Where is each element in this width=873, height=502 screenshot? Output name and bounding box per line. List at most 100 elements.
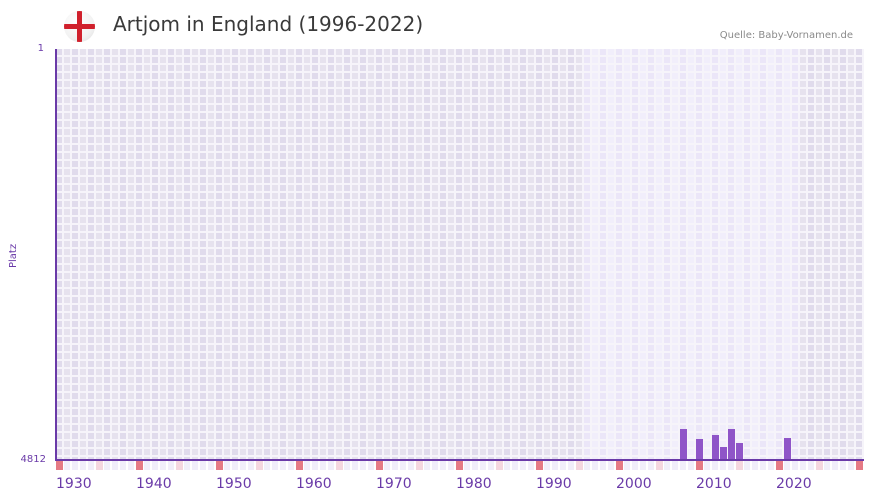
year-marker — [544, 461, 550, 470]
grid-column — [464, 49, 472, 460]
chart-title: Artjom in England (1996-2022) — [113, 12, 423, 36]
year-marker — [560, 461, 566, 470]
grid-column — [216, 49, 224, 460]
grid-column — [144, 49, 152, 460]
x-tick-label: 1950 — [216, 476, 252, 492]
grid-column — [64, 49, 72, 460]
year-marker — [784, 461, 790, 470]
year-marker — [688, 461, 694, 470]
year-marker — [720, 461, 726, 470]
grid-column — [456, 49, 464, 460]
decade-marker — [536, 461, 543, 470]
year-marker — [272, 461, 278, 470]
grid-column — [432, 49, 440, 460]
grid-column — [368, 49, 376, 460]
year-marker — [352, 461, 358, 470]
grid-column — [792, 49, 800, 460]
grid-column — [552, 49, 560, 460]
grid-column — [128, 49, 136, 460]
grid-column — [312, 49, 320, 460]
grid-column — [416, 49, 424, 460]
year-marker — [800, 461, 806, 470]
decade-marker — [136, 461, 143, 470]
grid-column — [104, 49, 112, 460]
grid-column — [384, 49, 392, 460]
year-marker — [200, 461, 206, 470]
plot-area — [56, 49, 864, 460]
half-decade-marker — [656, 461, 663, 470]
year-marker — [520, 461, 526, 470]
year-marker — [504, 461, 510, 470]
year-marker — [64, 461, 70, 470]
grid-column — [696, 49, 704, 460]
grid-column — [288, 49, 296, 460]
year-marker — [152, 461, 158, 470]
grid-column — [592, 49, 600, 460]
bar-2012[interactable] — [712, 435, 719, 460]
year-marker — [408, 461, 414, 470]
grid-column — [264, 49, 272, 460]
grid-column — [848, 49, 856, 460]
grid-column — [272, 49, 280, 460]
x-tick-label: 2000 — [616, 476, 652, 492]
half-decade-marker — [736, 461, 743, 470]
bar-2010[interactable] — [696, 439, 703, 460]
x-tick-label: 1940 — [136, 476, 172, 492]
grid-column — [624, 49, 632, 460]
year-marker — [768, 461, 774, 470]
bar-2021[interactable] — [784, 438, 791, 460]
grid-column — [840, 49, 848, 460]
half-decade-marker — [816, 461, 823, 470]
y-tick-bottom: 4812 — [2, 454, 46, 465]
year-marker — [680, 461, 686, 470]
year-marker — [464, 461, 470, 470]
grid-column — [328, 49, 336, 460]
year-marker — [360, 461, 366, 470]
grid-column — [304, 49, 312, 460]
grid-column — [816, 49, 824, 460]
grid-column — [776, 49, 784, 460]
grid-column — [712, 49, 720, 460]
x-tick-label: 1960 — [296, 476, 332, 492]
year-marker — [632, 461, 638, 470]
grid-column — [320, 49, 328, 460]
grid-column — [344, 49, 352, 460]
year-marker — [248, 461, 254, 470]
year-marker — [368, 461, 374, 470]
year-marker — [792, 461, 798, 470]
year-marker — [640, 461, 646, 470]
year-marker — [240, 461, 246, 470]
bar-2008[interactable] — [680, 429, 687, 460]
year-marker — [88, 461, 94, 470]
year-marker — [600, 461, 606, 470]
decade-marker — [216, 461, 223, 470]
grid-column — [800, 49, 808, 460]
grid-column — [256, 49, 264, 460]
year-marker — [168, 461, 174, 470]
bar-2014[interactable] — [728, 429, 735, 460]
grid-column — [376, 49, 384, 460]
year-marker — [112, 461, 118, 470]
bar-2015[interactable] — [736, 443, 743, 460]
half-decade-marker — [96, 461, 103, 470]
year-marker — [608, 461, 614, 470]
grid-column — [152, 49, 160, 460]
year-marker — [808, 461, 814, 470]
grid-column — [824, 49, 832, 460]
year-marker — [432, 461, 438, 470]
year-marker — [728, 461, 734, 470]
grid-column — [96, 49, 104, 460]
year-marker — [224, 461, 230, 470]
grid-column — [728, 49, 736, 460]
year-marker — [480, 461, 486, 470]
grid-column — [536, 49, 544, 460]
decade-marker — [776, 461, 783, 470]
grid-column — [736, 49, 744, 460]
year-marker — [752, 461, 758, 470]
grid-column — [672, 49, 680, 460]
year-marker — [288, 461, 294, 470]
grid-column — [248, 49, 256, 460]
year-marker — [72, 461, 78, 470]
year-marker — [760, 461, 766, 470]
year-marker — [232, 461, 238, 470]
